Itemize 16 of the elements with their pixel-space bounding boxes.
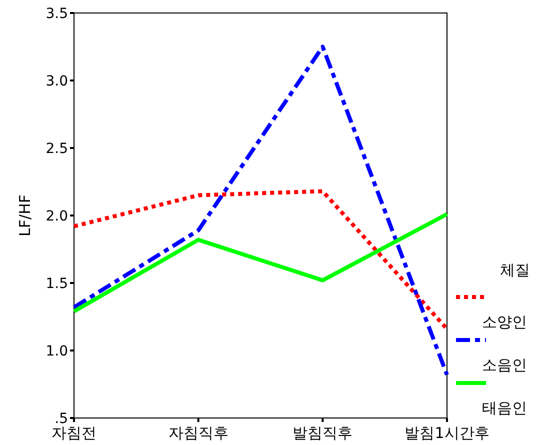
y-tick-label: 2.5 (46, 141, 68, 157)
y-tick-label: 1.5 (46, 276, 68, 292)
y-tick-label: .5 (54, 411, 68, 427)
y-tick-label: 2.0 (46, 208, 68, 224)
legend-label: 소양인 (482, 313, 527, 331)
legend-title: 체질 (500, 261, 530, 279)
legend-label: 태음인 (482, 399, 527, 417)
y-tick-label: 3.0 (46, 74, 68, 90)
y-axis-title: LF/HF (16, 194, 34, 236)
x-tick-label: 발침1시간후 (404, 424, 490, 442)
x-tick-label: 자침직후 (168, 424, 228, 442)
y-tick-label: 3.5 (46, 6, 68, 22)
y-tick-label: 1.0 (46, 344, 68, 360)
x-tick-label: 자침전 (52, 424, 96, 442)
x-tick-label: 발침직후 (292, 424, 353, 442)
legend-label: 소음인 (482, 356, 527, 374)
